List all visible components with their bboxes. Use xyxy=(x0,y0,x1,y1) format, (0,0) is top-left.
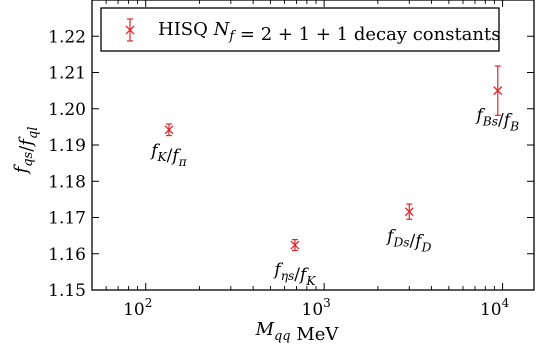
y-tick-label: 1.22 xyxy=(48,27,86,47)
data-label: fηs/fK xyxy=(272,260,316,288)
plot-layer: 1.15 1.16 1.17 1.18 1.19 1.20 1.21 1.22 102 103 10… xyxy=(48,0,535,320)
data-label: fBs/fB xyxy=(474,106,519,134)
y-tick-label: 1.15 xyxy=(48,281,86,301)
y-tick-label: 1.16 xyxy=(48,245,86,265)
data-point xyxy=(404,207,414,217)
y-tick-label: 1.17 xyxy=(48,209,86,229)
y-tick-label: 1.20 xyxy=(48,100,86,120)
data-point xyxy=(493,86,503,96)
y-tick-label: 1.19 xyxy=(48,136,86,156)
marker-stroke xyxy=(404,207,414,217)
y-axis-label: fqs/fql xyxy=(11,127,41,176)
marker-stroke xyxy=(164,125,174,135)
marker-stroke xyxy=(290,240,300,250)
legend-marker xyxy=(125,18,135,42)
x-tick-label: 102 xyxy=(123,296,152,320)
x-tick-label: 103 xyxy=(302,296,331,320)
y-tick-label: 1.21 xyxy=(48,64,86,84)
legend: HISQ Nf = 2 + 1 + 1 decay constants xyxy=(100,7,500,52)
data-label: fK/fπ xyxy=(149,141,187,169)
data-point xyxy=(290,240,300,250)
data-point xyxy=(164,125,174,135)
x-tick-label: 104 xyxy=(480,296,510,320)
y-tick-label: 1.18 xyxy=(48,172,86,192)
data-label: fDs/fD xyxy=(385,227,431,255)
legend-frame xyxy=(100,7,500,52)
marker-stroke xyxy=(493,86,503,96)
x-axis-label: Mqq MeV xyxy=(255,319,340,345)
legend-x xyxy=(125,25,135,35)
